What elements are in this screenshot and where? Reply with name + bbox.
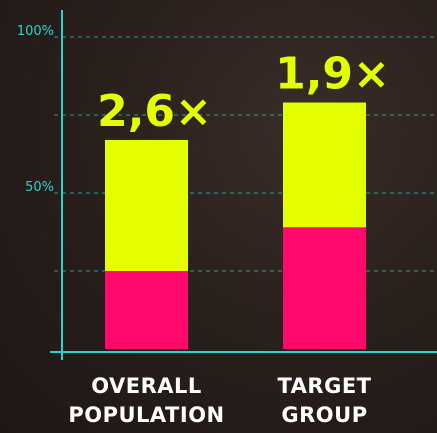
plot: 50% 100% 2,6× 1,9×	[0, 0, 437, 433]
bar-segment	[283, 103, 366, 228]
y-tick-label: 50%	[25, 180, 54, 195]
y-tick-label: 100%	[17, 24, 54, 39]
bar-segment	[105, 140, 188, 271]
x-tick-label: TARGET GROUP	[260, 372, 390, 430]
x-tick-label: OVERALL POPULATION	[52, 372, 242, 430]
bar-segment	[283, 227, 366, 349]
annotation: 1,9×	[275, 49, 390, 100]
chart: 50% 100% 2,6× 1,9× OVERALL POPULATION TARGET…	[0, 0, 437, 433]
annotation: 2,6×	[97, 86, 212, 137]
bar-segment	[105, 271, 188, 349]
